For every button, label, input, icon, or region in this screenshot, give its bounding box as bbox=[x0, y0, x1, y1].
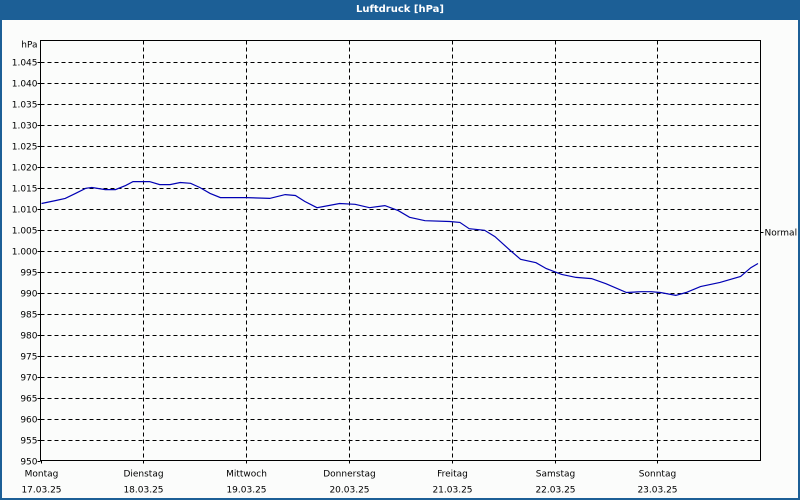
y-tick-label: 970 bbox=[20, 374, 37, 384]
x-tick-day-label: Montag bbox=[25, 470, 59, 480]
y-tick-label: 1.000 bbox=[12, 248, 38, 258]
y-axis: 950 955 960 965 970 975 980 985 990 995 1.000 1.005… bbox=[12, 41, 41, 468]
x-tick-day-label: Samstag bbox=[536, 470, 575, 480]
y-tick-label: 1.020 bbox=[12, 164, 38, 174]
x-tick-day-label: Dienstag bbox=[123, 470, 163, 480]
x-tick-date-label: 17.03.25 bbox=[21, 486, 61, 496]
x-tick-day-label: Freitag bbox=[437, 470, 468, 480]
y-tick-label: 980 bbox=[20, 332, 37, 342]
grid-lines bbox=[40, 40, 761, 461]
y-tick-label: 1.005 bbox=[12, 227, 38, 237]
x-tick-date-label: 20.03.25 bbox=[329, 486, 369, 496]
x-axis: Montag 17.03.25 Dienstag 18.03.25 Mittwoch 19… bbox=[21, 460, 678, 496]
normal-label: Normal bbox=[765, 229, 798, 239]
x-tick-date-label: 18.03.25 bbox=[123, 486, 163, 496]
y-axis-unit-label: hPa bbox=[21, 41, 37, 51]
x-tick-date-label: 19.03.25 bbox=[226, 486, 266, 496]
x-tick-day-label: Sonntag bbox=[639, 470, 676, 480]
x-tick-date-label: 21.03.25 bbox=[432, 486, 472, 496]
chart-title: Luftdruck [hPa] bbox=[0, 0, 800, 20]
x-tick-date-label: 23.03.25 bbox=[637, 486, 677, 496]
y-tick-label: 1.040 bbox=[12, 80, 38, 90]
plot-area-border bbox=[40, 40, 761, 461]
x-tick-day-label: Mittwoch bbox=[226, 470, 267, 480]
x-tick-date-label: 22.03.25 bbox=[535, 486, 575, 496]
y-tick-label: 990 bbox=[20, 290, 37, 300]
y-tick-label: 1.025 bbox=[12, 143, 38, 153]
y-tick-label: 1.045 bbox=[12, 59, 38, 69]
y-tick-label: 1.035 bbox=[12, 101, 38, 111]
y-tick-label: 1.010 bbox=[12, 206, 38, 216]
y-tick-label: 950 bbox=[20, 458, 37, 468]
y-tick-label: 965 bbox=[20, 395, 37, 405]
y-tick-label: 1.015 bbox=[12, 185, 38, 195]
y-tick-label: 975 bbox=[20, 353, 37, 363]
y-tick-label: 960 bbox=[20, 416, 37, 426]
pressure-line bbox=[41, 181, 759, 297]
y-tick-label: 955 bbox=[20, 437, 37, 447]
y-tick-label: 995 bbox=[20, 269, 37, 279]
y-tick-label: 985 bbox=[20, 311, 37, 321]
normal-reference-marker: Normal bbox=[760, 229, 798, 239]
x-tick-day-label: Donnerstag bbox=[323, 470, 376, 480]
y-tick-label: 1.030 bbox=[12, 122, 38, 132]
